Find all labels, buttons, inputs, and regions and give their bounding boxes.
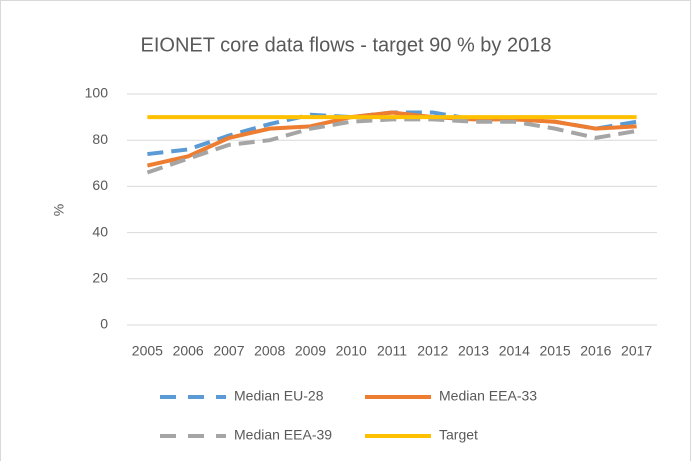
y-tick-label: 0 bbox=[100, 316, 108, 332]
y-tick-label: 60 bbox=[92, 177, 108, 193]
y-tick-label: 20 bbox=[92, 270, 108, 286]
x-tick-label: 2006 bbox=[173, 343, 204, 359]
legend-label: Target bbox=[439, 427, 478, 443]
x-tick-label: 2016 bbox=[580, 343, 611, 359]
y-axis-label: % bbox=[51, 204, 67, 216]
series-line bbox=[146, 117, 637, 175]
x-tick-label: 2008 bbox=[254, 343, 285, 359]
series-line bbox=[146, 110, 637, 168]
y-tick-label: 80 bbox=[92, 131, 108, 147]
x-tick-label: 2010 bbox=[336, 343, 367, 359]
chart-title: EIONET core data flows - target 90 % by … bbox=[141, 34, 552, 56]
legend-label: Median EU-28 bbox=[234, 388, 324, 404]
x-tick-label: 2009 bbox=[295, 343, 326, 359]
legend-label: Median EEA-39 bbox=[234, 427, 332, 443]
y-tick-label: 100 bbox=[85, 85, 109, 101]
x-tick-label: 2005 bbox=[132, 343, 163, 359]
x-tick-label: 2017 bbox=[621, 343, 652, 359]
x-tick-label: 2014 bbox=[499, 343, 530, 359]
x-tick-label: 2013 bbox=[458, 343, 489, 359]
legend-label: Median EEA-33 bbox=[439, 388, 537, 404]
x-tick-label: 2012 bbox=[417, 343, 448, 359]
x-tick-label: 2007 bbox=[213, 343, 244, 359]
x-tick-label: 2011 bbox=[377, 343, 407, 359]
x-tick-label: 2015 bbox=[539, 343, 570, 359]
y-tick-label: 40 bbox=[92, 223, 108, 239]
